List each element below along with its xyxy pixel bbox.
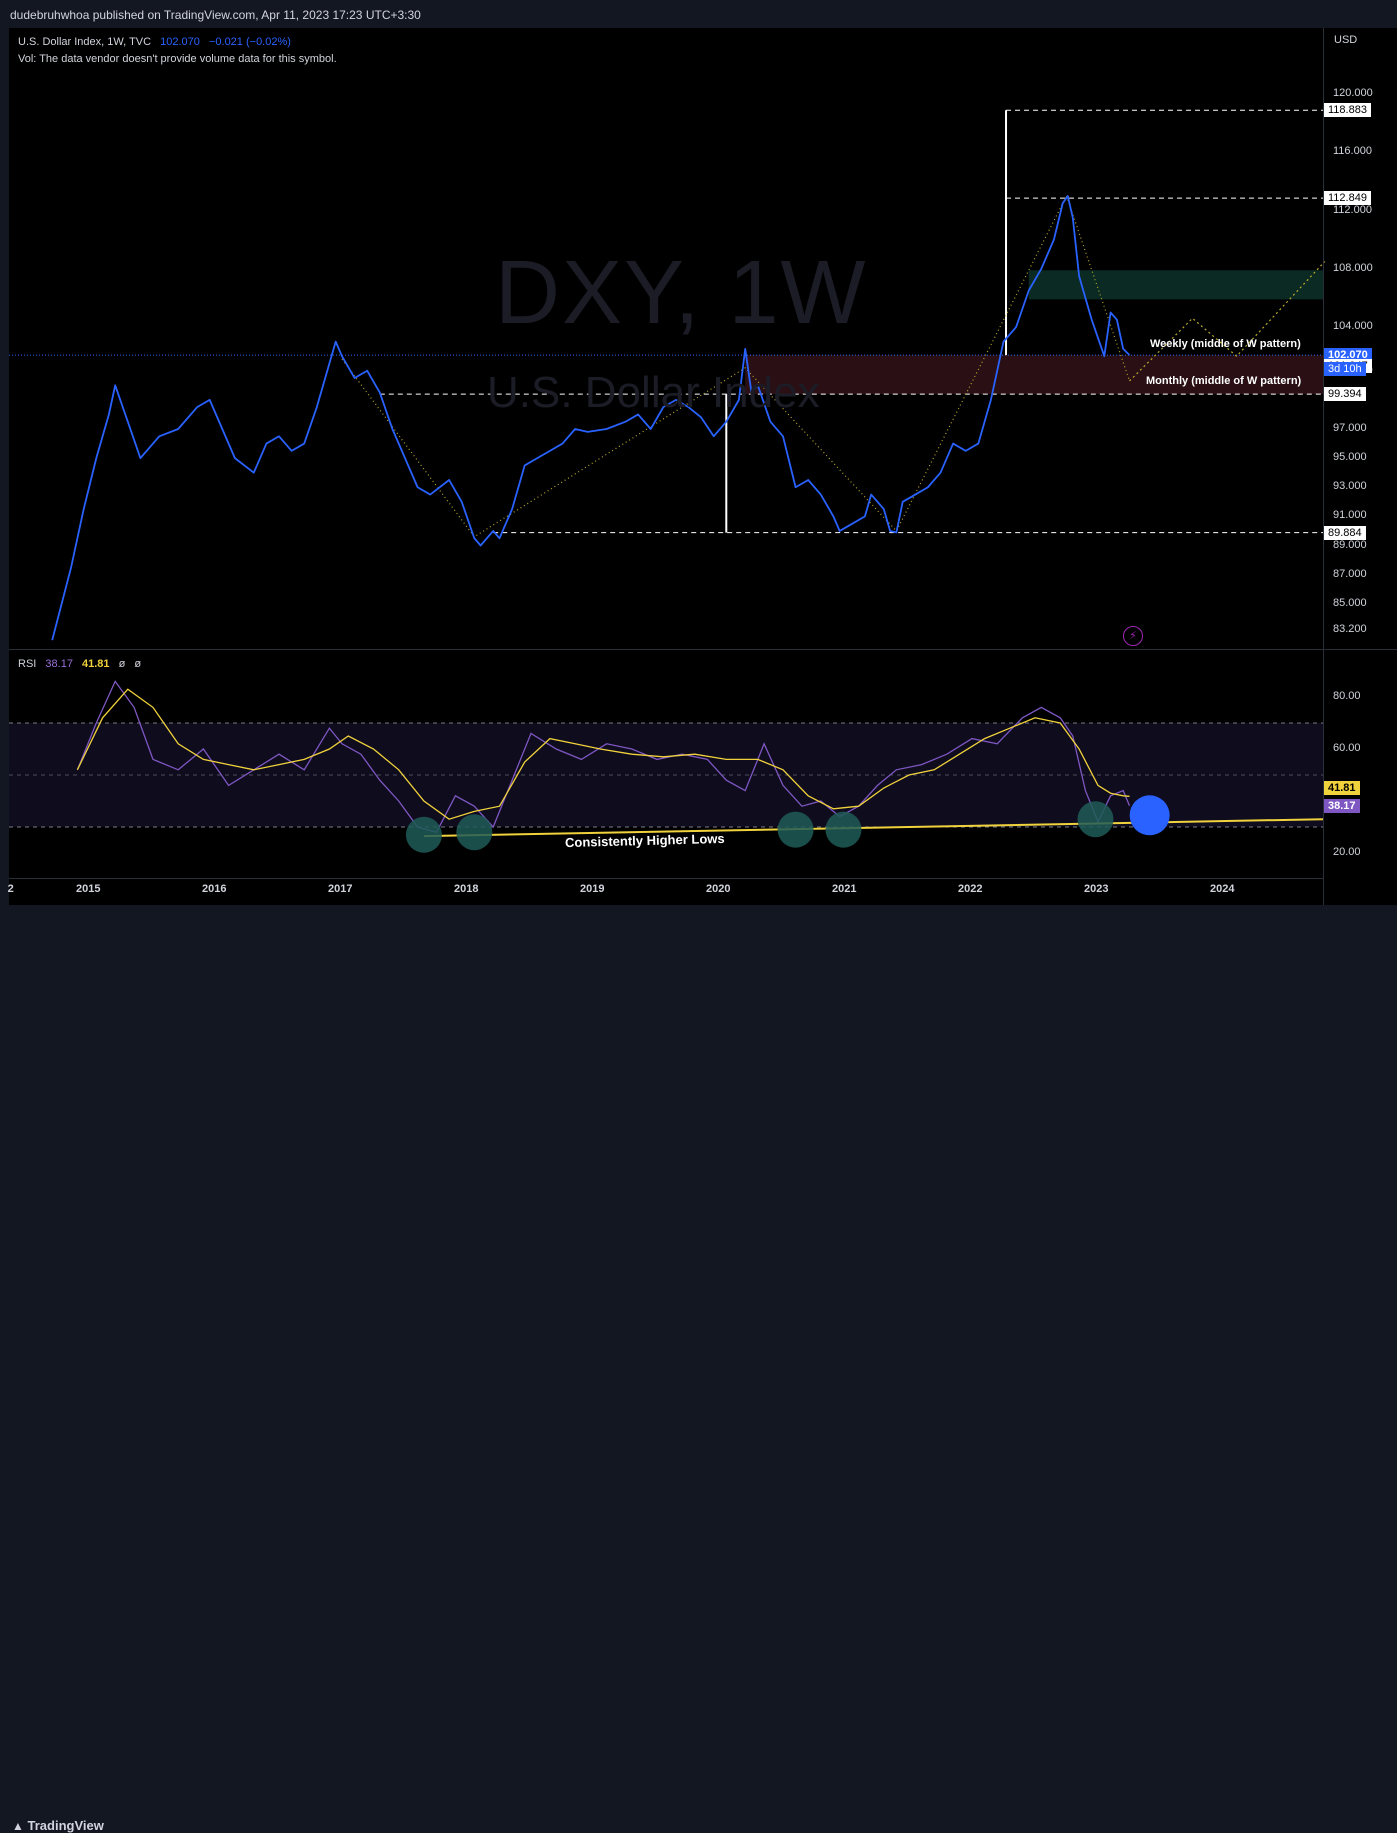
lightning-icon[interactable]: ⚡	[1123, 626, 1143, 646]
time-tick-2: 2016	[202, 883, 227, 895]
price-tick-8: 93.000	[1333, 480, 1367, 493]
publish-text: dudebruhwhoa published on TradingView.co…	[10, 8, 421, 22]
higher-lows-trendline[interactable]	[423, 818, 1324, 838]
price-tick-0: 120.000	[1333, 87, 1373, 99]
w-pattern-left[interactable]	[341, 195, 1068, 538]
rsi-low-markers	[405, 801, 1114, 853]
price-series-line	[51, 195, 1131, 641]
price-tick-11: 87.000	[1333, 567, 1367, 580]
symbol-change: −0.021 (−0.02%)	[208, 36, 291, 48]
publish-header: dudebruhwhoa published on TradingView.co…	[0, 0, 1397, 28]
watermark-name: U.S. Dollar Index	[487, 368, 820, 417]
bar-countdown: 3d 10h	[1324, 362, 1366, 377]
tradingview-logo-icon: ▲	[12, 1819, 24, 1833]
demand-zone-red	[745, 355, 1323, 395]
tradingview-brand: TradingView	[27, 1818, 104, 1833]
price-tick-1: 116.000	[1333, 145, 1372, 158]
time-tick-7: 2021	[832, 883, 857, 895]
monthly-annotation[interactable]: Monthly (middle of W pattern)	[1146, 375, 1302, 387]
footer: ▲ TradingView	[0, 905, 1397, 1833]
rsi-series-line	[76, 680, 1131, 833]
symbol-legend[interactable]: U.S. Dollar Index, 1W, TVC 102.070 −0.02…	[18, 36, 291, 48]
volume-legend: Vol: The data vendor doesn't provide vol…	[18, 53, 337, 65]
currency-label: USD	[1334, 34, 1358, 46]
rsi-tick-1: 60.00	[1333, 742, 1361, 754]
price-level-label-5[interactable]: 89.884	[1324, 525, 1366, 540]
price-tick-10: 89.000	[1333, 538, 1367, 551]
time-tick-4: 2018	[454, 883, 479, 895]
rsi-ma-line	[76, 688, 1130, 820]
rsi-low-circle-2	[456, 814, 493, 851]
price-tick-2: 112.000	[1333, 203, 1372, 216]
price-tick-12: 85.000	[1333, 596, 1367, 609]
rsi-low-circle-4	[825, 811, 862, 848]
tradingview-logo[interactable]: ▲ TradingView	[12, 1818, 104, 1833]
rsi-value-label-0[interactable]: 41.81	[1324, 781, 1360, 795]
time-tick-6: 2020	[706, 883, 731, 895]
rsi-ext2: ø	[134, 658, 142, 670]
volume-note: Vol: The data vendor doesn't provide vol…	[18, 53, 337, 65]
time-tick-5: 2019	[580, 883, 605, 895]
price-tick-6: 97.000	[1333, 422, 1367, 434]
price-tick-3: 108.000	[1333, 261, 1373, 274]
time-tick-3: 2017	[328, 883, 353, 895]
rsi-ext1: ø	[118, 658, 126, 670]
price-level-label-4[interactable]: 99.394	[1324, 387, 1366, 402]
rsi-low-circle-3	[777, 811, 814, 848]
rsi-low-circle-1	[405, 816, 442, 853]
w-projection-path[interactable]	[1129, 261, 1326, 382]
rsi-tick-2: 20.00	[1333, 846, 1361, 858]
rsi-value: 38.17	[45, 658, 73, 670]
rsi-ma-value: 41.81	[82, 658, 110, 670]
price-tick-4: 104.000	[1333, 320, 1373, 333]
projected-low-marker	[1129, 795, 1170, 836]
rsi-label: RSI	[18, 658, 37, 670]
price-tick-13: 83.200	[1333, 623, 1367, 635]
rsi-value-label-1[interactable]: 38.17	[1324, 799, 1360, 813]
price-tick-9: 91.000	[1333, 509, 1367, 522]
rsi-tick-0: 80.00	[1333, 690, 1361, 702]
weekly-annotation[interactable]: Weekly (middle of W pattern)	[1150, 338, 1301, 350]
time-tick-1: 2015	[76, 883, 101, 895]
price-level-label-0[interactable]: 118.883	[1324, 103, 1371, 118]
rsi-legend[interactable]: RSI 38.17 41.81 ø ø	[18, 658, 141, 670]
price-level-label-2[interactable]: 102.070	[1324, 348, 1372, 363]
symbol-price: 102.070	[160, 36, 200, 48]
time-tick-9: 2023	[1084, 883, 1109, 895]
chart-svg[interactable]	[0, 0, 1397, 939]
time-tick-0: 2	[7, 883, 14, 895]
price-level-label-1[interactable]: 112.849	[1324, 191, 1371, 206]
time-tick-8: 2022	[958, 883, 983, 895]
symbol-name: U.S. Dollar Index, 1W, TVC	[18, 36, 152, 48]
price-axis[interactable]	[1323, 28, 1397, 905]
watermark-ticker: DXY, 1W	[495, 243, 868, 343]
price-tick-7: 95.000	[1333, 451, 1367, 464]
rsi-low-circle-5	[1077, 801, 1114, 838]
supply-zone-green	[1028, 270, 1323, 300]
time-tick-10: 2024	[1210, 883, 1235, 895]
w-pattern-right[interactable]	[1065, 195, 1131, 382]
